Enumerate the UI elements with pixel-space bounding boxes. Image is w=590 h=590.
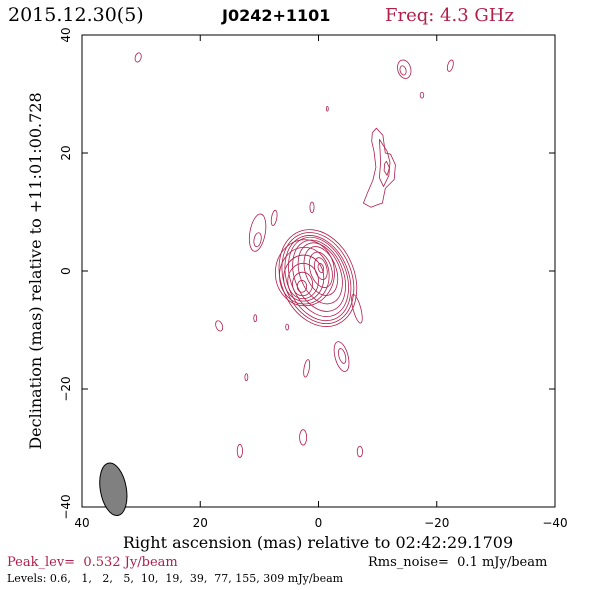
component-contour: [446, 59, 454, 72]
contour-map: [134, 52, 454, 458]
observation-date: 2015.12.30(5): [8, 4, 144, 26]
component-contour: [333, 341, 350, 372]
core-contour: [296, 280, 308, 293]
component-contour: [253, 314, 258, 323]
x-tick-label: 20: [193, 516, 208, 530]
x-axis-title: Right ascension (mas) relative to 02:42:…: [123, 533, 513, 552]
y-tick-label: −40: [59, 494, 73, 519]
core-contour: [283, 254, 325, 302]
core-contour: [314, 257, 328, 280]
component-contour: [244, 373, 249, 382]
component-contour: [248, 213, 267, 252]
component-contour: [236, 444, 243, 458]
axis-ticks: [81, 34, 556, 508]
jet-contour: [363, 127, 396, 208]
x-tick-label: 40: [74, 516, 89, 530]
component-contour: [215, 320, 224, 332]
component-contour: [338, 348, 347, 364]
core-contour: [279, 246, 330, 305]
component-contour: [399, 65, 407, 76]
core-contour: [292, 271, 313, 297]
y-tick-label: 40: [59, 27, 73, 42]
contour-levels: Levels: 0.6, 1, 2, 5, 10, 19, 39, 77, 15…: [7, 572, 344, 585]
axis-tick-labels: 40 20 0 −20 −40 −40 −20 0 20 40: [59, 27, 568, 530]
source-name: J0242+1101: [221, 6, 330, 25]
plot-frame: [81, 34, 556, 508]
component-contour: [270, 209, 278, 226]
component-contour: [419, 91, 425, 99]
core-contour: [274, 239, 335, 307]
core-contour: [303, 246, 339, 296]
y-tick-label: −20: [59, 376, 73, 401]
component-contour: [356, 445, 363, 458]
y-axis-title: Declination (mas) relative to +11:01:00.…: [26, 92, 45, 449]
component-contour: [397, 59, 412, 79]
component-contour: [309, 201, 315, 213]
core-contour: [297, 242, 343, 305]
x-tick-label: 0: [315, 516, 323, 530]
component-contour: [326, 105, 329, 112]
restoring-beam: [99, 462, 128, 517]
core-contour: [308, 251, 333, 288]
jet-contour: [383, 160, 390, 176]
component-contour: [303, 359, 311, 378]
component-contour: [299, 429, 308, 446]
component-contour: [351, 294, 363, 324]
y-tick-label: 0: [59, 267, 73, 275]
component-contour: [134, 52, 142, 63]
y-tick-label: 20: [59, 145, 73, 160]
core-contour: [292, 239, 346, 312]
core-contour: [317, 263, 325, 274]
x-tick-label: −40: [542, 516, 567, 530]
x-tick-label: −20: [424, 516, 449, 530]
peak-level: Peak_lev= 0.532 Jy/beam: [7, 555, 178, 570]
rms-noise: Rms_noise= 0.1 mJy/beam: [368, 555, 547, 570]
component-contour: [285, 323, 290, 331]
restoring-beam-layer: [99, 462, 128, 517]
jet-contour: [379, 139, 391, 187]
frequency-label: Freq: 4.3 GHz: [385, 5, 514, 26]
component-contour: [253, 232, 262, 248]
core-contour: [287, 262, 319, 300]
